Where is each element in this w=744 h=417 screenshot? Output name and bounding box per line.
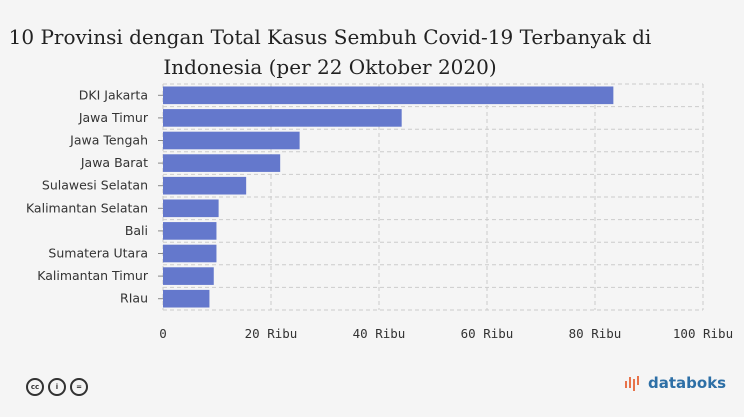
attribution-icon: i	[48, 378, 66, 396]
title-line-1: 10 Provinsi dengan Total Kasus Sembuh Co…	[8, 25, 652, 49]
x-tick-label: 100 Ribu	[673, 326, 733, 341]
brand-logo: databoks	[624, 374, 726, 392]
bar	[163, 176, 247, 195]
x-tick-label: 0	[159, 326, 167, 341]
category-label: Kalimantan Timur	[37, 268, 149, 283]
category-label: DKI Jakarta	[79, 87, 148, 102]
x-tick-label: 20 Ribu	[245, 326, 298, 341]
category-label: Jawa Tengah	[69, 133, 148, 148]
x-tick-label: 80 Ribu	[569, 326, 622, 341]
category-label: Sumatera Utara	[48, 246, 148, 261]
category-label: Jawa Timur	[78, 110, 149, 125]
category-label: Bali	[125, 223, 148, 238]
category-label: RIau	[120, 291, 148, 306]
bar	[163, 267, 214, 285]
databoks-logo-icon	[625, 376, 639, 391]
bar	[163, 131, 300, 150]
no-derivatives-icon: =	[70, 378, 88, 396]
chart-title: 10 Provinsi dengan Total Kasus Sembuh Co…	[0, 22, 660, 82]
bar	[163, 222, 217, 240]
x-tick-label: 60 Ribu	[461, 326, 514, 341]
bar	[163, 244, 217, 263]
bar	[163, 109, 402, 127]
brand-name: databoks	[648, 374, 727, 392]
x-tick-label: 40 Ribu	[353, 326, 406, 341]
category-label: Kalimantan Selatan	[26, 200, 148, 215]
bar	[163, 289, 210, 308]
category-label: Sulawesi Selatan	[42, 178, 148, 193]
creative-commons-icon: cc	[26, 378, 44, 396]
license-icons: cc i =	[26, 378, 88, 396]
category-label: Jawa Barat	[80, 155, 148, 170]
bar	[163, 86, 614, 105]
bar	[163, 154, 281, 172]
title-line-2: Indonesia (per 22 Oktober 2020)	[163, 55, 497, 79]
bar	[163, 199, 219, 218]
